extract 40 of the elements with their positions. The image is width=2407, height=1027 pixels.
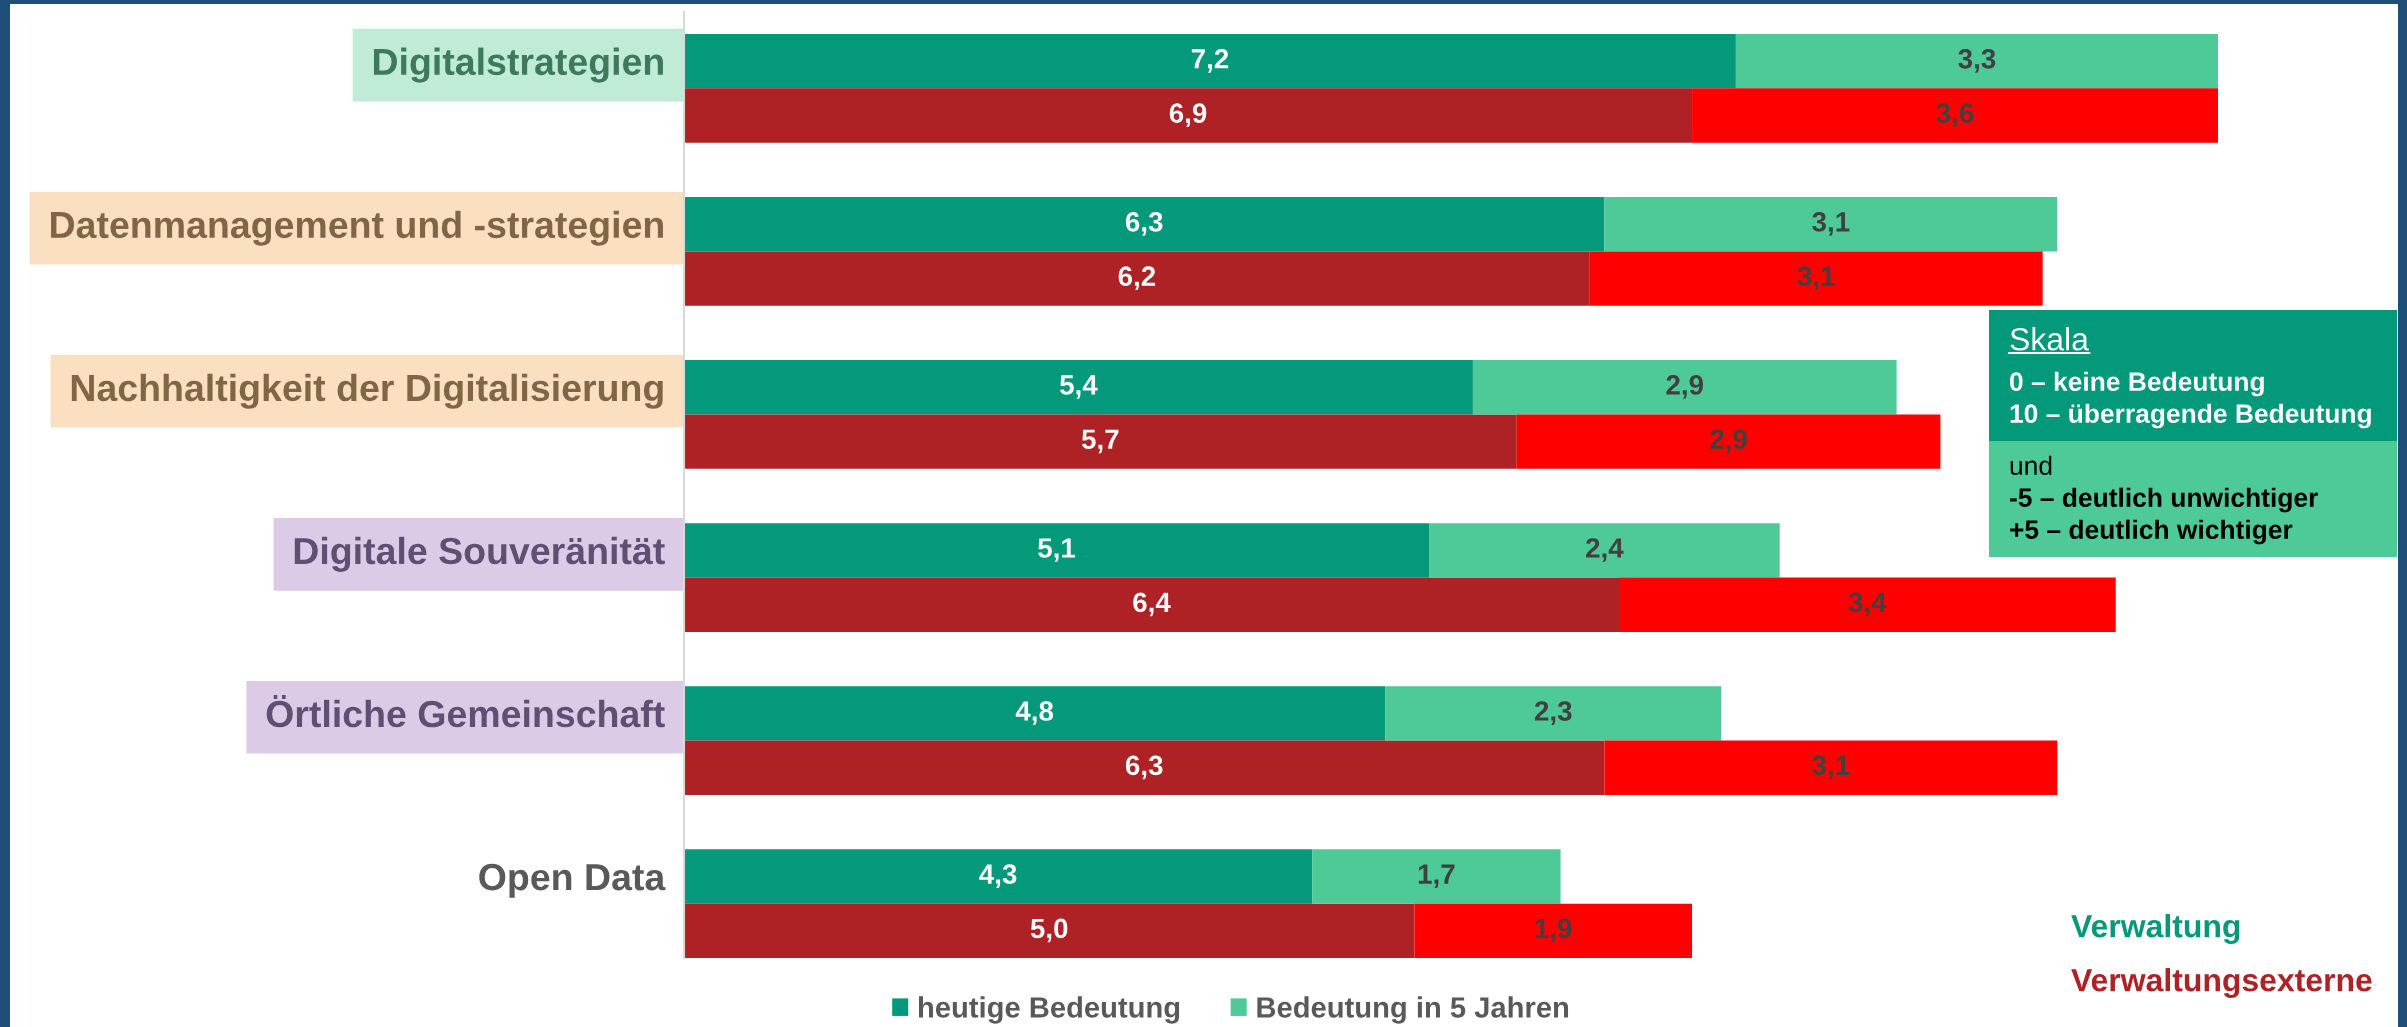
y-tick-label: Digitale Souveränität — [294, 536, 665, 572]
annotation: Verwaltung — [2071, 914, 2240, 944]
text: Verwaltungsexterne — [2071, 968, 2372, 998]
data-label: 3,3 — [1958, 48, 1996, 73]
annotation: +5 – deutlich wichtiger — [2010, 519, 2293, 545]
data-label: 1,7 — [1418, 864, 1455, 888]
annotation: Skala — [2010, 327, 2089, 351]
data-label: 1,9 — [1535, 918, 1572, 943]
data-label: 4,8 — [1015, 701, 1054, 725]
data-label: 5,0 — [1030, 918, 1068, 943]
annotation: 10 – überragende Bedeutung — [2010, 403, 2371, 429]
data-label: 3,1 — [1797, 266, 1835, 291]
data-label: 6,2 — [1118, 266, 1156, 291]
data-label: 2,9 — [1666, 375, 1704, 399]
data-label: 5,1 — [1038, 538, 1076, 562]
annotation: -5 – deutlich unwichtiger — [2010, 487, 2318, 513]
data-label: 2,9 — [1710, 429, 1747, 454]
y-tick-label: Nachhaltigkeit der Digitalisierung — [71, 373, 663, 409]
data-label: 6,9 — [1169, 103, 1207, 128]
data-label: 4,3 — [979, 864, 1017, 888]
data-label: 6,3 — [1125, 212, 1163, 236]
data-label: 5,7 — [1081, 429, 1119, 454]
data-label: 3,1 — [1812, 755, 1850, 780]
y-tick-label: Örtliche Gemeinschaft — [266, 694, 665, 728]
data-label: 3,6 — [1936, 103, 1974, 128]
data-label: 2,3 — [1534, 701, 1572, 725]
data-label: 3,4 — [1848, 592, 1887, 617]
annotation: 0 – keine Bedeutung — [2010, 371, 2264, 397]
annotation: und — [2010, 455, 2052, 476]
data-label: 2,4 — [1586, 538, 1624, 562]
data-label: 3,1 — [1812, 212, 1850, 236]
data-label: 6,4 — [1133, 592, 1171, 617]
data-label: 7,2 — [1191, 48, 1229, 73]
legend-label: heutige Bedeutung — [919, 996, 1180, 1024]
y-tick-label: Datenmanagement und -strategien — [51, 210, 663, 246]
data-label: 5,4 — [1060, 375, 1098, 399]
legend-label: Bedeutung in 5 Jahren — [1257, 996, 1569, 1024]
y-tick-label: Digitalstrategien — [373, 47, 663, 83]
y-tick-label: Open Data — [479, 863, 666, 898]
data-label: 6,3 — [1125, 755, 1163, 780]
